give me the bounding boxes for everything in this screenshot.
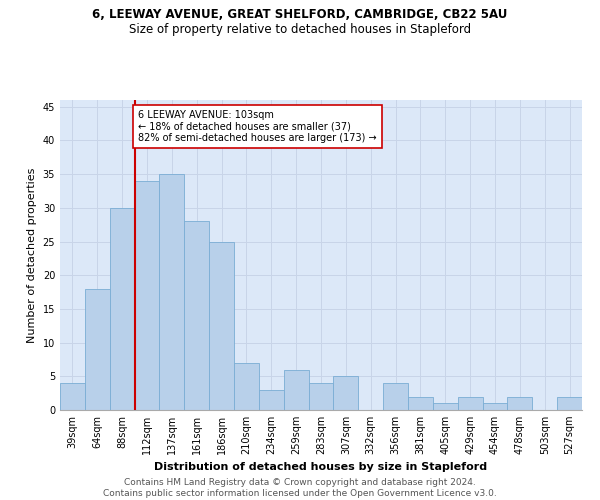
Bar <box>134 181 160 410</box>
Text: 6 LEEWAY AVENUE: 103sqm
← 18% of detached houses are smaller (37)
82% of semi-de: 6 LEEWAY AVENUE: 103sqm ← 18% of detache… <box>139 110 377 144</box>
Text: Size of property relative to detached houses in Stapleford: Size of property relative to detached ho… <box>129 22 471 36</box>
Text: 6, LEEWAY AVENUE, GREAT SHELFORD, CAMBRIDGE, CB22 5AU: 6, LEEWAY AVENUE, GREAT SHELFORD, CAMBRI… <box>92 8 508 20</box>
Bar <box>209 242 234 410</box>
Bar <box>234 363 259 410</box>
Bar <box>259 390 284 410</box>
Bar <box>160 174 184 410</box>
Y-axis label: Number of detached properties: Number of detached properties <box>27 168 37 342</box>
Bar <box>383 383 408 410</box>
Bar <box>334 376 358 410</box>
Bar <box>433 404 458 410</box>
Bar <box>508 396 532 410</box>
Bar <box>458 396 482 410</box>
Bar <box>60 383 85 410</box>
Bar <box>85 288 110 410</box>
Bar <box>408 396 433 410</box>
Bar <box>184 222 209 410</box>
Text: Contains HM Land Registry data © Crown copyright and database right 2024.
Contai: Contains HM Land Registry data © Crown c… <box>103 478 497 498</box>
Text: Distribution of detached houses by size in Stapleford: Distribution of detached houses by size … <box>154 462 488 472</box>
Bar <box>308 383 334 410</box>
Bar <box>110 208 134 410</box>
Bar <box>557 396 582 410</box>
Bar <box>482 404 508 410</box>
Bar <box>284 370 308 410</box>
